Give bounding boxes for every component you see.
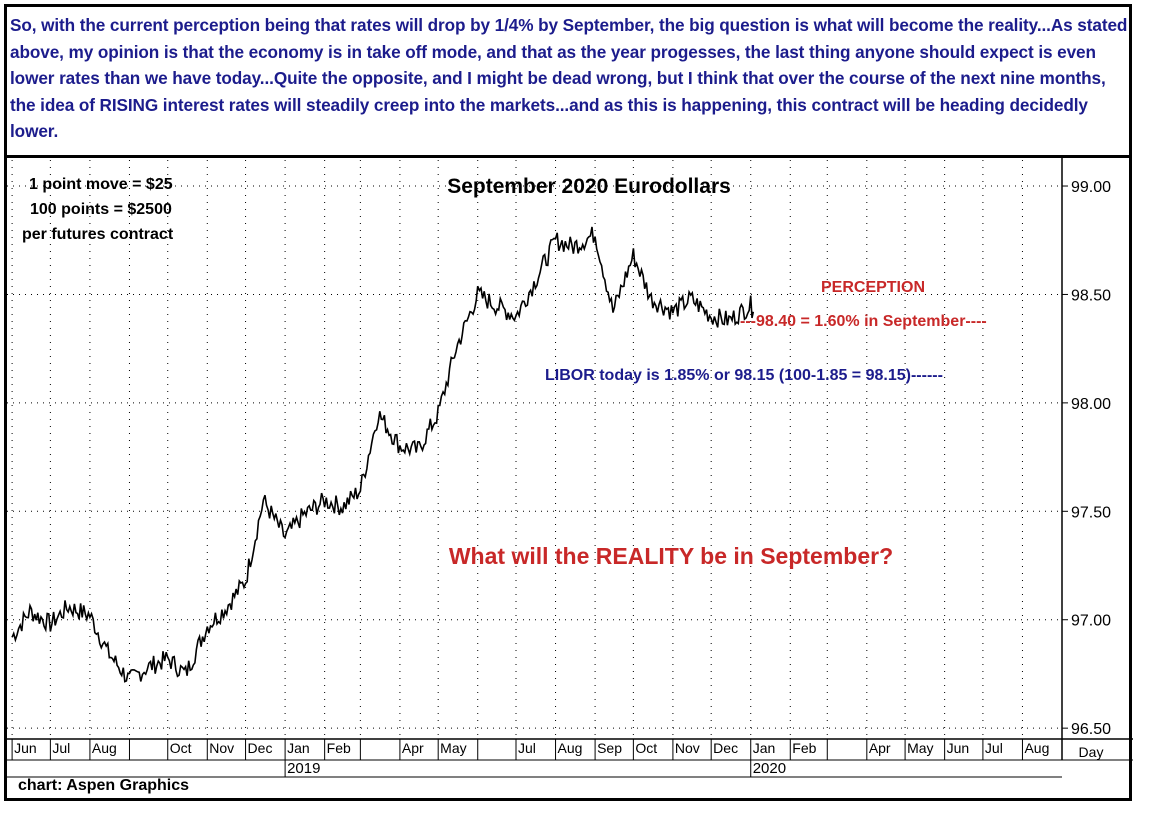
commentary-divider: [4, 155, 1132, 158]
y-tick-label: 99.00: [1071, 179, 1111, 196]
x-month-label: Jan: [287, 740, 310, 756]
reality-question: What will the REALITY be in September?: [449, 543, 893, 569]
period-label: Day: [1079, 744, 1104, 760]
perception-line: ---98.40 = 1.60% in September----: [740, 313, 987, 330]
x-month-label: Apr: [402, 740, 424, 756]
libor-line: LIBOR today is 1.85% or 98.15 (100-1.85 …: [545, 367, 943, 384]
year-label: 2019: [287, 760, 320, 777]
x-month-label: Oct: [635, 740, 657, 756]
x-month-label: Jan: [753, 740, 776, 756]
x-month-label: Aug: [1024, 740, 1049, 756]
x-month-label: May: [907, 740, 933, 756]
x-month-label: May: [440, 740, 466, 756]
year-label: 2020: [753, 760, 786, 777]
y-tick-label: 97.00: [1071, 613, 1111, 630]
commentary-text: So, with the current perception being th…: [10, 15, 1128, 141]
contract-note-2: 100 points = $2500: [30, 201, 172, 218]
x-month-label: Jul: [985, 740, 1003, 756]
x-month-label: Oct: [170, 740, 192, 756]
y-tick-label: 96.50: [1071, 721, 1111, 738]
x-month-label: Sep: [597, 740, 622, 756]
y-axis-ticks: 96.50 97.00 97.50 98.00 98.50 99.00: [1062, 179, 1111, 738]
x-month-label: Jul: [518, 740, 536, 756]
x-month-label: Jul: [52, 740, 70, 756]
x-month-label: Feb: [327, 740, 351, 756]
x-month-label: Dec: [248, 740, 273, 756]
x-month-label: Aug: [92, 740, 117, 756]
perception-title: PERCEPTION: [821, 279, 925, 296]
x-month-label: Apr: [869, 740, 891, 756]
x-month-label: Feb: [792, 740, 816, 756]
y-tick-label: 98.50: [1071, 287, 1111, 304]
y-tick-label: 98.00: [1071, 396, 1111, 413]
x-month-label: Dec: [713, 740, 738, 756]
chart-title: September 2020 Eurodollars: [447, 175, 731, 198]
x-month-label: Jun: [947, 740, 970, 756]
y-tick-label: 97.50: [1071, 504, 1111, 521]
x-month-label: Nov: [675, 740, 700, 756]
x-axis-ticks: Jun Jul Aug Oct Nov Dec Jan Feb Apr May Jul Aug Sep O…: [11, 739, 1063, 777]
contract-note-3: per futures contract: [22, 226, 174, 243]
grid-lines: [7, 160, 1063, 739]
contract-note-1: 1 point move = $25: [29, 176, 173, 193]
x-month-label: Nov: [209, 740, 234, 756]
x-month-label: Aug: [558, 740, 583, 756]
price-series-line: [11, 226, 755, 683]
x-month-label: Jun: [14, 740, 37, 756]
chart-credit: chart: Aspen Graphics: [18, 777, 189, 794]
